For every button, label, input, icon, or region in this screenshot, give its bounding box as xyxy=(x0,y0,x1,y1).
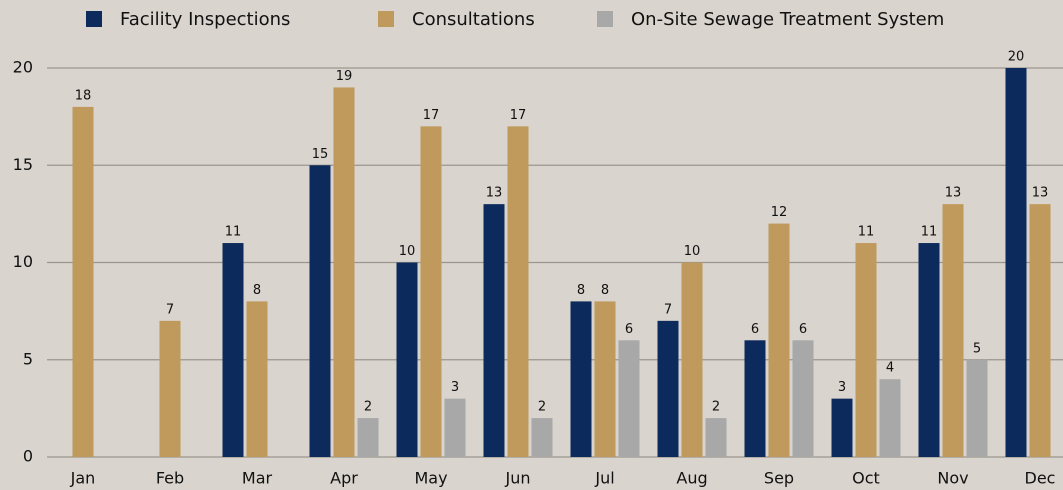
x-tick-label: Sep xyxy=(764,469,794,488)
x-tick-label: Oct xyxy=(852,469,880,488)
bar xyxy=(792,340,814,457)
bar xyxy=(357,418,379,457)
bar xyxy=(396,262,418,457)
bar xyxy=(594,301,616,457)
y-tick-label: 20 xyxy=(13,58,33,77)
data-label: 4 xyxy=(886,361,894,376)
bar xyxy=(879,379,901,457)
data-label: 12 xyxy=(771,205,788,220)
data-label: 15 xyxy=(312,147,329,162)
data-label: 3 xyxy=(838,380,846,395)
data-label: 5 xyxy=(973,341,981,356)
legend-label: Facility Inspections xyxy=(120,9,290,30)
data-label: 13 xyxy=(1032,186,1049,201)
bar xyxy=(657,320,679,457)
bar xyxy=(618,340,640,457)
data-label: 8 xyxy=(253,283,261,298)
data-label: 17 xyxy=(510,108,527,123)
data-label: 6 xyxy=(799,322,807,337)
bar xyxy=(483,204,505,457)
data-label: 8 xyxy=(601,283,609,298)
bar xyxy=(705,418,727,457)
data-label: 11 xyxy=(921,225,938,240)
y-tick-label: 0 xyxy=(23,447,33,466)
data-label: 6 xyxy=(751,322,759,337)
data-label: 6 xyxy=(625,322,633,337)
data-label: 13 xyxy=(486,186,503,201)
x-tick-label: Apr xyxy=(330,469,358,488)
data-label: 11 xyxy=(858,225,875,240)
bar xyxy=(507,126,529,457)
data-label: 19 xyxy=(336,69,353,84)
x-tick-label: Feb xyxy=(156,469,184,488)
bar xyxy=(72,106,94,458)
x-tick-label: Jan xyxy=(70,469,96,488)
data-label: 17 xyxy=(423,108,440,123)
legend-swatch xyxy=(378,11,394,27)
data-label: 2 xyxy=(538,400,546,415)
data-label: 7 xyxy=(166,302,174,317)
y-tick-label: 15 xyxy=(13,155,33,174)
data-label: 8 xyxy=(577,283,585,298)
x-tick-label: Aug xyxy=(676,469,707,488)
data-label: 2 xyxy=(364,400,372,415)
bar xyxy=(855,243,877,457)
y-tick-label: 5 xyxy=(23,349,33,368)
bar xyxy=(333,87,355,457)
bar xyxy=(531,418,553,457)
x-tick-label: Dec xyxy=(1025,469,1056,488)
bar xyxy=(768,223,790,457)
bar xyxy=(744,340,766,457)
bar xyxy=(966,359,988,457)
data-label: 10 xyxy=(684,244,701,259)
data-label: 7 xyxy=(664,302,672,317)
legend-swatch xyxy=(86,11,102,27)
legend-label: Consultations xyxy=(412,9,535,30)
bar xyxy=(1005,68,1027,457)
data-label: 13 xyxy=(945,186,962,201)
x-tick-label: Jun xyxy=(505,469,531,488)
data-label: 11 xyxy=(225,225,242,240)
x-tick-label: Nov xyxy=(937,469,968,488)
data-label: 10 xyxy=(399,244,416,259)
bar xyxy=(1029,204,1051,457)
y-tick-label: 10 xyxy=(13,252,33,271)
data-label: 2 xyxy=(712,400,720,415)
bar xyxy=(942,204,964,457)
x-tick-label: May xyxy=(414,469,447,488)
data-label: 18 xyxy=(75,88,92,103)
bar xyxy=(420,126,442,457)
bar xyxy=(246,301,268,457)
bar xyxy=(222,243,244,457)
bar xyxy=(309,165,331,457)
x-tick-label: Mar xyxy=(242,469,273,488)
data-label: 3 xyxy=(451,380,459,395)
data-label: 20 xyxy=(1008,50,1025,65)
bar xyxy=(444,398,466,457)
bar xyxy=(159,320,181,457)
bar xyxy=(918,243,940,457)
x-tick-label: Jul xyxy=(594,469,614,488)
legend-swatch xyxy=(597,11,613,27)
legend-label: On-Site Sewage Treatment System xyxy=(631,9,944,30)
bar xyxy=(681,262,703,457)
bar xyxy=(831,398,853,457)
bar xyxy=(570,301,592,457)
